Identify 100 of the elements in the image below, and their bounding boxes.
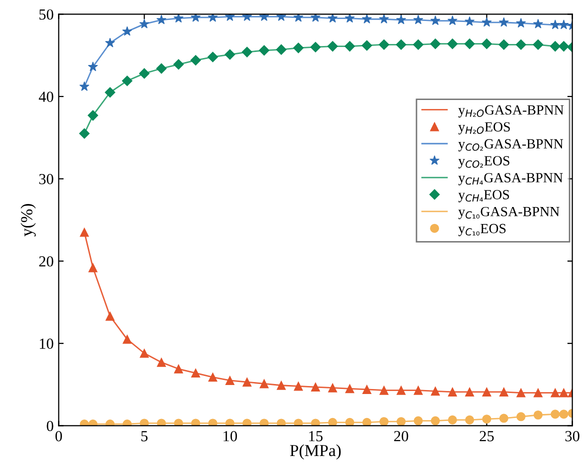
point <box>430 38 441 50</box>
point <box>122 334 132 344</box>
legend-label: y$_{C₁₀}$EOS <box>458 224 506 236</box>
point <box>79 128 90 139</box>
x-tick-label: 10 <box>224 431 237 442</box>
legend-label: y$_{H₂O}$EOS <box>458 122 510 134</box>
point <box>208 14 218 22</box>
point <box>482 17 492 27</box>
point <box>328 418 338 426</box>
point <box>260 379 269 388</box>
point <box>173 59 184 70</box>
x-tick-label: 20 <box>394 431 408 442</box>
y-tick-label: 40 <box>38 92 54 102</box>
point <box>499 414 508 423</box>
point <box>362 14 372 24</box>
point <box>464 16 475 26</box>
point <box>516 412 526 422</box>
point <box>105 38 116 48</box>
y-tick-label: 20 <box>39 256 54 267</box>
y-tick-label: 30 <box>39 174 54 184</box>
point <box>224 49 236 60</box>
point <box>156 358 166 367</box>
x-tick-label: 5 <box>141 431 148 442</box>
point <box>242 378 252 387</box>
point <box>156 63 167 74</box>
point <box>362 384 372 394</box>
point <box>258 45 270 56</box>
point <box>534 388 543 398</box>
point <box>122 76 132 86</box>
point <box>310 42 321 52</box>
point <box>156 14 166 24</box>
point <box>122 26 132 36</box>
legend-label: y$_{CH₄}$EOS <box>458 190 509 202</box>
point <box>260 418 269 426</box>
point <box>328 14 338 23</box>
point <box>174 364 184 374</box>
point <box>208 52 218 62</box>
point <box>550 388 560 398</box>
point <box>242 418 252 426</box>
point <box>516 39 526 50</box>
point <box>88 62 98 72</box>
point <box>104 87 116 98</box>
point <box>550 41 560 52</box>
point <box>378 39 390 50</box>
point <box>448 387 457 396</box>
point <box>294 418 303 426</box>
point <box>328 383 338 392</box>
point <box>191 418 200 426</box>
point <box>344 41 356 52</box>
point <box>558 20 569 30</box>
point <box>140 418 149 426</box>
point <box>413 14 424 24</box>
point <box>482 387 492 396</box>
point <box>79 81 90 91</box>
point <box>156 418 166 426</box>
point <box>208 372 218 382</box>
legend-label: y$_{CH₄}$GASA-BPNN <box>458 173 563 186</box>
point <box>174 14 184 23</box>
x-axis-title: P(MPa) <box>290 444 341 460</box>
point <box>559 388 568 398</box>
point <box>362 418 372 426</box>
point <box>310 418 320 426</box>
point <box>498 17 509 27</box>
point <box>430 16 440 26</box>
point <box>516 388 526 398</box>
point <box>430 386 440 396</box>
point <box>465 415 474 424</box>
legend-label: y$_{C₁₀}$GASA-BPNN <box>458 206 560 220</box>
point <box>345 418 354 426</box>
point <box>498 39 510 50</box>
point <box>414 416 423 426</box>
point <box>80 228 89 237</box>
point <box>190 55 201 66</box>
y-tick-label: 50 <box>39 9 54 20</box>
point <box>225 376 234 385</box>
point <box>379 14 389 24</box>
legend-label: y$_{CO₂}$EOS <box>458 156 510 168</box>
point <box>532 39 544 50</box>
point <box>447 38 458 50</box>
x-tick-label: 30 <box>565 431 580 442</box>
point <box>293 14 304 22</box>
point <box>558 41 570 52</box>
x-tick-label: 0 <box>55 431 62 442</box>
point <box>550 410 560 419</box>
y-tick-label: 10 <box>40 338 54 349</box>
point <box>242 46 252 58</box>
point <box>88 110 98 121</box>
point <box>379 417 389 426</box>
point <box>396 39 406 50</box>
point <box>345 384 354 394</box>
point <box>412 39 424 50</box>
y-tick-label: 0 <box>46 420 54 432</box>
point <box>327 41 338 52</box>
point <box>533 18 544 28</box>
point <box>499 387 508 396</box>
point <box>294 382 303 391</box>
point <box>310 382 320 392</box>
legend-label: y$_{CO₂}$GASA-BPNN <box>458 139 564 152</box>
point <box>465 387 474 396</box>
y-axis-title: y(%) <box>20 204 36 236</box>
